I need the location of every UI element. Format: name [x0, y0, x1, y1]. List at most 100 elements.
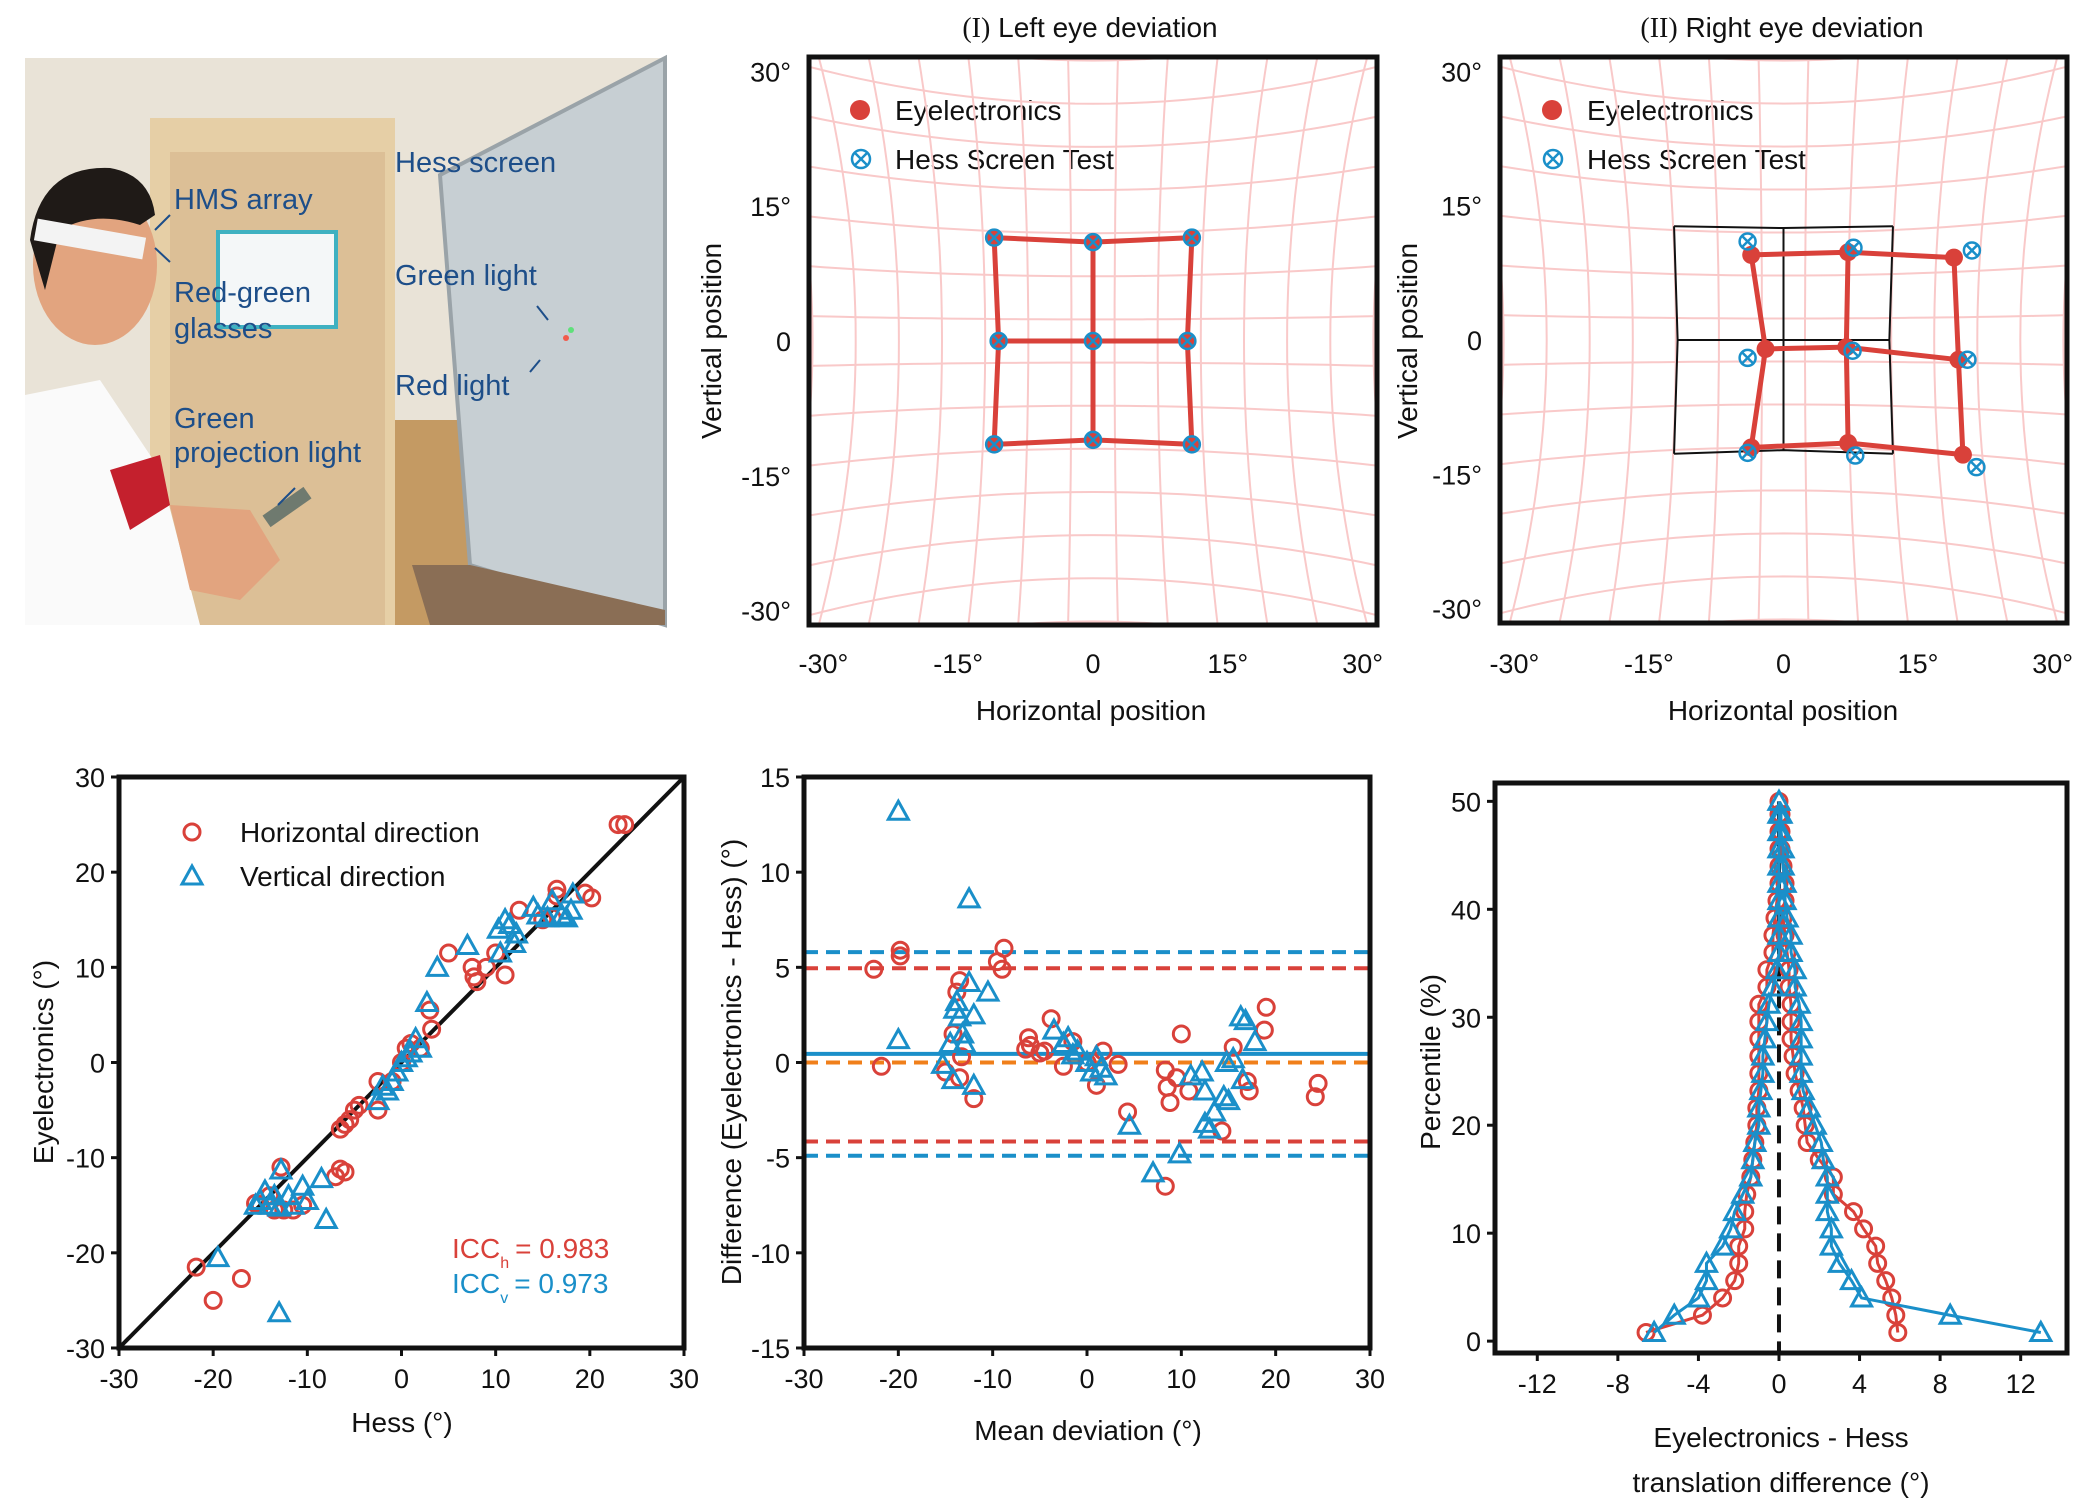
vertical-point: [294, 1187, 320, 1210]
vertical-point: [1214, 1049, 1240, 1072]
scatter-ylabel: Eyelectronics (°): [28, 960, 59, 1164]
horizontal-point: [1844, 1202, 1864, 1222]
horizontal-point: [615, 815, 635, 835]
vertical-point: [1730, 1181, 1756, 1204]
scatter-legend: Horizontal direction Vertical direction: [179, 817, 480, 892]
circle-x-stroke: [1740, 351, 1755, 365]
bland-altman-ytick-label: -5: [766, 1144, 790, 1174]
vertical-point: [1752, 1025, 1778, 1049]
circle-x-stroke: [1965, 243, 1979, 258]
horizontal-point: [1888, 1322, 1908, 1342]
photo-person-hair: [30, 167, 155, 290]
vertical-point: [2028, 1319, 2054, 1342]
grid-curve-vertical: [1558, 57, 1591, 623]
grid-curve-vertical: [1242, 57, 1269, 625]
horizontal-point: [1882, 1288, 1902, 1308]
grid-curve-horizontal: [1500, 264, 2067, 277]
circle-x-stroke: [1969, 460, 1984, 475]
percentile-xtick-label: 0: [1771, 1369, 1786, 1399]
vertical-point: [414, 989, 440, 1013]
hess-point: [1967, 457, 1986, 477]
horizontal-point: [203, 1290, 223, 1310]
panel-2-xlabel: Horizontal position: [1668, 695, 1898, 726]
bland-altman-xtick-label: -20: [879, 1364, 918, 1394]
vertical-point: [961, 1072, 987, 1095]
vertical-point: [497, 911, 523, 935]
bland-altman-ytick-label: 15: [760, 763, 790, 793]
grid-curve-horizontal: [1500, 314, 2067, 320]
hess-point: [1083, 430, 1103, 450]
panel-2-xtick-label: 15°: [1898, 649, 1939, 679]
bland-altman-ytick-label: 0: [775, 1049, 790, 1079]
reference-grid-line: [1673, 226, 1679, 454]
grid-curve-horizontal: [809, 215, 1377, 235]
horizontal-point: [1876, 1271, 1896, 1291]
horizontal-point: [344, 1100, 364, 1120]
vertical-point: [252, 1177, 278, 1201]
vertical-point: [1748, 1077, 1774, 1101]
bland-altman-xtick-label: 20: [1261, 1364, 1291, 1394]
grid-curve-horizontal: [1500, 65, 2067, 105]
panel-1-ytick-label: -30°: [741, 597, 791, 627]
vertical-point: [558, 897, 584, 920]
vertical-point: [1796, 1094, 1822, 1118]
photo-label-projection-light: projection light: [174, 437, 361, 469]
hess-point: [1182, 435, 1202, 454]
horizontal-point: [422, 1019, 442, 1039]
vertical-point: [1661, 1302, 1687, 1325]
horizontal-point: [1171, 1024, 1191, 1044]
plots-layer: -30° -15° 0 15° 30°30°15°0-15°-30°-30° -15° 0 1…: [66, 54, 2073, 1399]
grid-curve-vertical: [1508, 57, 1548, 623]
grid-curve-horizontal: [809, 115, 1377, 148]
grid-curve-vertical: [1658, 57, 1677, 623]
percentile-ytick-label: 40: [1451, 895, 1481, 925]
horizontal-point: [864, 959, 884, 979]
horizontal-point: [1239, 1081, 1259, 1101]
vertical-point: [1693, 1250, 1720, 1273]
percentile-ytick-label: 0: [1466, 1327, 1481, 1357]
photo-desk: [412, 565, 665, 625]
vertical-point: [407, 1035, 433, 1058]
bland-altman-ylabel: Difference (Eyelectronics - Hess) (°): [716, 839, 747, 1285]
circle-x-stroke: [1960, 352, 1975, 367]
horizontal-point: [1305, 1087, 1325, 1107]
photo-glasses: [33, 218, 147, 260]
grid-curve-horizontal: [1500, 214, 2067, 234]
vertical-point: [1802, 1112, 1828, 1135]
grid-curve-vertical: [967, 57, 987, 625]
horizontal-point: [1019, 1028, 1039, 1048]
panel-2-title: (II) Right eye deviation: [1640, 12, 1923, 44]
circle-x-stroke: [1845, 343, 1860, 358]
horizontal-point: [952, 1047, 972, 1067]
panel-1-background-grid: [809, 57, 1377, 625]
panel-2-xtick-label: 30°: [2032, 649, 2073, 679]
circle-x-ring: [1846, 446, 1865, 465]
circle-x-ring: [989, 331, 1008, 351]
vertical-point: [308, 1165, 335, 1189]
panel-2-ytick-label: -15°: [1432, 460, 1482, 490]
horizontal-point: [964, 1089, 984, 1109]
grid-curve-horizontal: [809, 577, 1377, 617]
photo-label-red-green: Red-green: [174, 277, 311, 309]
grid-curve-vertical: [2019, 57, 2059, 623]
percentile-ylabel: Percentile (%): [1415, 974, 1446, 1150]
percentile-xlabel-line1: Eyelectronics - Hess: [1653, 1422, 1908, 1453]
vertical-point: [1079, 1058, 1105, 1082]
vertical-point: [1746, 1094, 1772, 1118]
eyelectronics-line: [1765, 344, 1959, 363]
photo-label-green: Green: [174, 403, 255, 435]
vertical-point: [1710, 1233, 1736, 1256]
grid-curve-horizontal: [1691, 618, 1876, 623]
scatter-ytick-label: 10: [75, 953, 105, 983]
grid-curve-horizontal: [809, 490, 1377, 517]
vertical-point: [1055, 1024, 1081, 1048]
grid-curve-vertical: [1199, 57, 1219, 625]
vertical-point: [961, 1001, 987, 1025]
grid-curve-horizontal: [1500, 575, 2067, 615]
grid-curve-horizontal: [1691, 57, 1876, 62]
vertical-point: [1641, 1319, 1667, 1342]
horizontal-point: [186, 1257, 206, 1277]
vertical-point: [1774, 904, 1800, 928]
vertical-point: [492, 906, 518, 930]
vertical-point: [266, 1299, 292, 1323]
